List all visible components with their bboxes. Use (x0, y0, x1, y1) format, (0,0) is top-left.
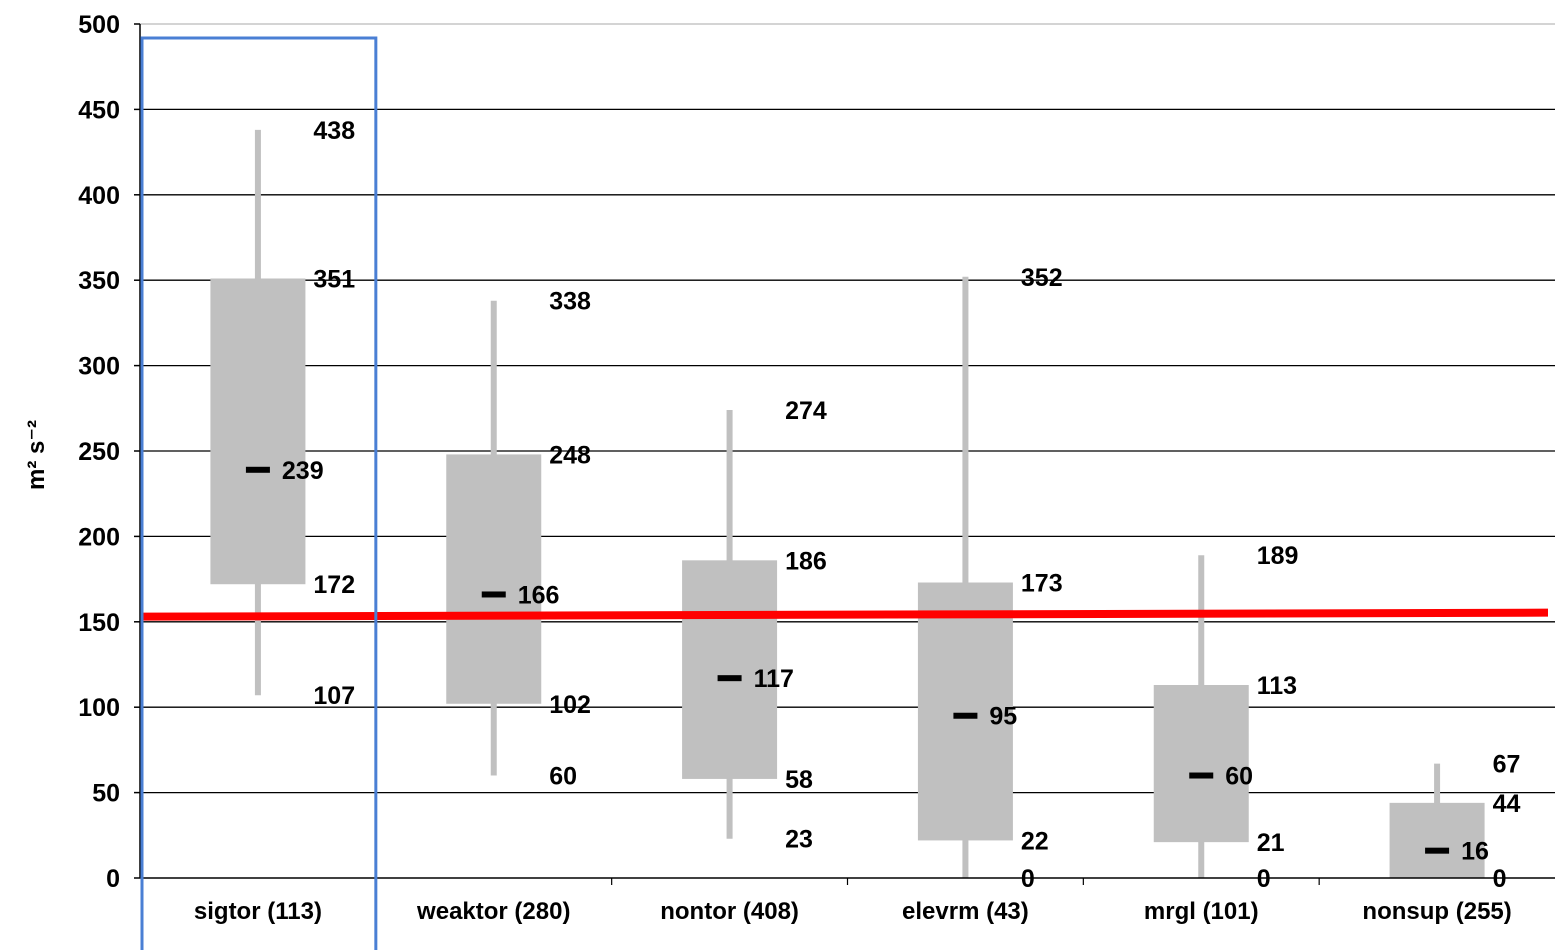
q1-label: 58 (785, 766, 813, 794)
q1-label: 22 (1021, 827, 1049, 855)
y-tick-label: 0 (106, 865, 120, 893)
whisker-low-label: 107 (313, 682, 355, 710)
iqr-box (446, 454, 542, 704)
median-label: 239 (282, 457, 324, 485)
q3-label: 44 (1493, 790, 1521, 818)
q3-label: 351 (313, 265, 355, 293)
box-5: 67 44 016 (1389, 751, 1521, 893)
y-axis: 0 50 100 150 200 250 300 350 400 450 500 (78, 11, 141, 893)
whisker-high-label: 189 (1257, 542, 1299, 570)
q3-label: 113 (1257, 672, 1297, 700)
x-category-label: weaktor (280) (416, 898, 570, 925)
whisker-low-label: 60 (549, 763, 577, 791)
y-tick-label: 50 (92, 780, 120, 808)
y-axis-label: m² s⁻² (23, 420, 50, 490)
box-2: 274 186 58 23 117 (682, 397, 827, 854)
whisker-low-label: 0 (1021, 865, 1035, 893)
y-tick-label: 100 (78, 694, 120, 722)
y-tick-label: 300 (78, 353, 120, 381)
boxes: 438 351 172 107 239 338 248 102 60 166 274 186 58 23 1… (210, 117, 1520, 893)
x-axis: sigtor (113) weaktor (280) nontor (408) ele… (140, 877, 1555, 925)
box-1: 338 248 102 60 166 (446, 288, 591, 791)
median-mark (481, 591, 506, 598)
q1-label: 102 (549, 691, 591, 719)
x-category-label: nonsup (255) (1362, 898, 1511, 925)
whisker-high-label: 438 (313, 117, 355, 145)
x-category-label: elevrm (43) (902, 898, 1029, 925)
median-label: 16 (1461, 838, 1489, 866)
y-tick-label: 500 (78, 11, 120, 39)
y-tick-label: 450 (78, 96, 120, 124)
y-tick-label: 400 (78, 182, 120, 210)
whisker-high-label: 67 (1493, 751, 1521, 779)
reference-line (142, 608, 1549, 621)
highlight-box (140, 36, 378, 950)
x-category-label: nontor (408) (660, 898, 799, 925)
iqr-box (1153, 684, 1249, 843)
whisker-high-label: 352 (1021, 264, 1063, 292)
iqr-box (1389, 802, 1485, 878)
whisker-low-label: 0 (1257, 865, 1271, 893)
annotations (140, 36, 1549, 950)
x-category-label: sigtor (113) (194, 898, 322, 925)
q3-label: 173 (1021, 570, 1063, 598)
x-category-label: mrgl (101) (1144, 898, 1259, 925)
iqr-box (210, 278, 306, 585)
median-mark (1425, 847, 1450, 854)
whisker-high-label: 338 (549, 288, 591, 316)
box-3: 352 173 22 0 95 (917, 264, 1063, 893)
median-label: 166 (518, 581, 560, 609)
y-tick-label: 150 (78, 609, 120, 637)
q3-label: 186 (785, 547, 827, 575)
median-label: 60 (1225, 763, 1253, 791)
q3-label: 248 (549, 441, 591, 469)
iqr-box (682, 560, 778, 779)
q1-label: 172 (313, 571, 355, 599)
iqr-box (917, 582, 1013, 841)
whisker-low-label: 23 (785, 826, 813, 854)
whisker-high-label: 274 (785, 397, 827, 425)
box-0: 438 351 172 107 239 (210, 117, 355, 710)
q1-label: 21 (1257, 829, 1285, 857)
median-label: 95 (989, 703, 1017, 731)
y-tick-label: 200 (78, 523, 120, 551)
y-tick-label: 350 (78, 267, 120, 295)
median-label: 117 (754, 665, 794, 693)
median-mark (953, 712, 978, 719)
median-mark (245, 466, 270, 473)
y-tick-label: 250 (78, 438, 120, 466)
q1-label: 0 (1493, 865, 1507, 893)
median-mark (1189, 772, 1214, 779)
box-4: 189 113 21 0 60 (1153, 542, 1299, 893)
median-mark (717, 675, 742, 682)
